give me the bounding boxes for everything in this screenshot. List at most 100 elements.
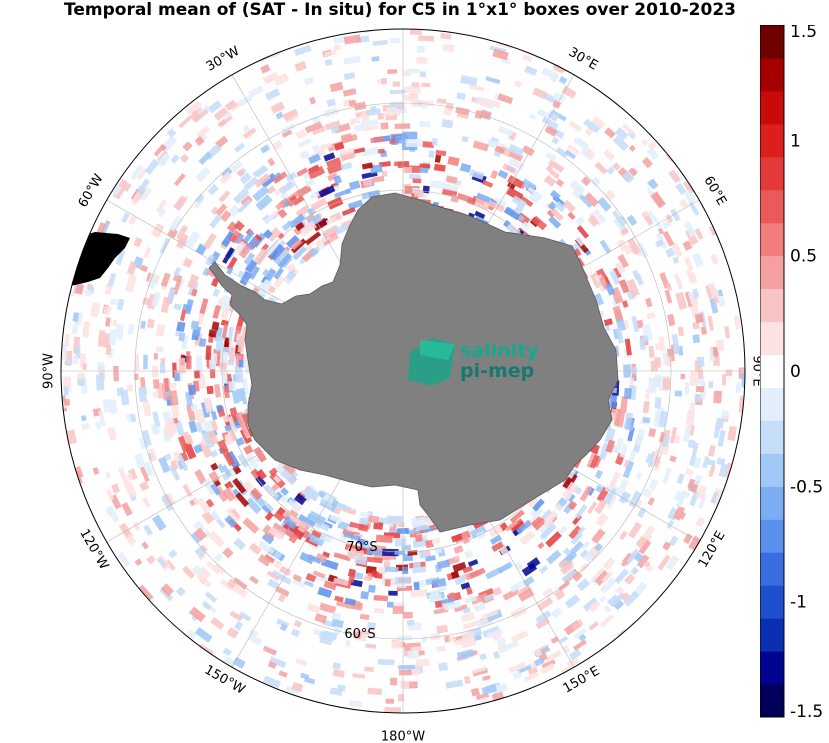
anomaly-pixel [273, 559, 283, 569]
anomaly-pixel [666, 520, 675, 530]
anomaly-pixel [436, 98, 447, 105]
anomaly-pixel [435, 149, 447, 157]
anomaly-pixel [508, 150, 524, 162]
anomaly-pixel [571, 619, 584, 631]
anomaly-pixel [193, 108, 209, 123]
anomaly-pixel [74, 283, 85, 295]
anomaly-pixel [511, 195, 527, 209]
anomaly-pixel [521, 145, 535, 157]
anomaly-pixel [103, 305, 112, 316]
anomaly-pixel [312, 217, 329, 232]
anomaly-pixel [360, 591, 370, 600]
anomaly-pixel [237, 453, 250, 468]
anomaly-pixel [110, 298, 119, 306]
anomaly-pixel [264, 210, 279, 224]
anomaly-pixel [537, 542, 545, 550]
anomaly-pixel [343, 72, 356, 80]
anomaly-pixel [178, 115, 193, 129]
anomaly-pixel [219, 351, 229, 363]
anomaly-pixel [371, 175, 385, 183]
anomaly-pixel [97, 362, 104, 373]
anomaly-pixel [176, 321, 186, 332]
anomaly-pixel [198, 373, 206, 389]
anomaly-pixel [310, 197, 328, 212]
longitude-label: 90°E [750, 355, 761, 386]
anomaly-pixel [75, 344, 81, 359]
anomaly-pixel [712, 347, 718, 357]
anomaly-pixel [545, 164, 554, 173]
anomaly-pixel [81, 422, 90, 431]
anomaly-pixel [373, 607, 385, 614]
anomaly-pixel [229, 610, 243, 622]
anomaly-pixel [599, 239, 612, 254]
anomaly-pixel [363, 539, 370, 549]
anomaly-pixel [170, 154, 180, 164]
anomaly-pixel [348, 574, 356, 583]
anomaly-pixel [202, 478, 218, 496]
anomaly-pixel [210, 509, 221, 522]
anomaly-pixel [612, 135, 629, 152]
latitude-label: 70°S [346, 540, 377, 555]
anomaly-pixel [202, 267, 211, 277]
anomaly-pixel [510, 605, 528, 620]
anomaly-pixel [161, 495, 174, 512]
anomaly-pixel [194, 469, 207, 485]
anomaly-pixel [702, 456, 710, 469]
anomaly-pixel [236, 168, 246, 178]
anomaly-pixel [668, 535, 679, 547]
anomaly-pixel [683, 533, 693, 545]
anomaly-pixel [221, 231, 236, 248]
anomaly-pixel [413, 582, 420, 591]
anomaly-pixel [647, 178, 659, 190]
anomaly-pixel [234, 240, 247, 255]
anomaly-pixel [631, 315, 640, 333]
anomaly-pixel [601, 571, 614, 584]
anomaly-pixel [589, 454, 600, 469]
anomaly-pixel [330, 611, 342, 621]
anomaly-pixel [428, 150, 435, 158]
anomaly-pixel [568, 120, 583, 132]
anomaly-pixel [498, 126, 514, 137]
anomaly-pixel [599, 595, 607, 604]
anomaly-pixel [235, 492, 250, 508]
anomaly-pixel [272, 522, 287, 534]
anomaly-pixel [584, 192, 599, 207]
anomaly-pixel [315, 552, 328, 563]
colorbar-swatch [760, 123, 784, 158]
anomaly-pixel [249, 575, 259, 585]
anomaly-pixel [584, 148, 596, 159]
anomaly-pixel [371, 570, 378, 578]
map-frame [60, 28, 746, 714]
anomaly-pixel [582, 597, 599, 612]
anomaly-pixel [460, 612, 476, 623]
anomaly-pixel [95, 421, 102, 430]
anomaly-pixel [195, 421, 204, 433]
anomaly-pixel [182, 141, 193, 152]
anomaly-pixel [385, 698, 395, 704]
colorbar-swatch [760, 387, 784, 421]
anomaly-pixel [614, 437, 624, 453]
anomaly-pixel [264, 511, 274, 521]
anomaly-pixel [105, 471, 112, 479]
anomaly-pixel [619, 443, 628, 458]
anomaly-pixel [231, 389, 240, 404]
anomaly-pixel [560, 561, 574, 575]
anomaly-pixel [137, 584, 154, 602]
anomaly-pixel [615, 410, 626, 428]
anomaly-pixel [204, 591, 218, 603]
anomaly-pixel [268, 656, 287, 669]
anomaly-pixel [233, 537, 247, 551]
anomaly-pixel [713, 425, 721, 439]
anomaly-pixel [120, 212, 130, 224]
anomaly-pixel [517, 664, 532, 674]
anomaly-pixel [314, 613, 328, 624]
anomaly-pixel [108, 329, 117, 345]
anomaly-pixel [142, 496, 152, 509]
anomaly-pixel [226, 256, 238, 271]
anomaly-pixel [238, 359, 244, 368]
anomaly-pixel [146, 272, 159, 290]
anomaly-pixel [285, 180, 293, 188]
anomaly-pixel [419, 163, 431, 169]
colorbar-swatch [760, 420, 784, 454]
anomaly-pixel [501, 640, 519, 653]
